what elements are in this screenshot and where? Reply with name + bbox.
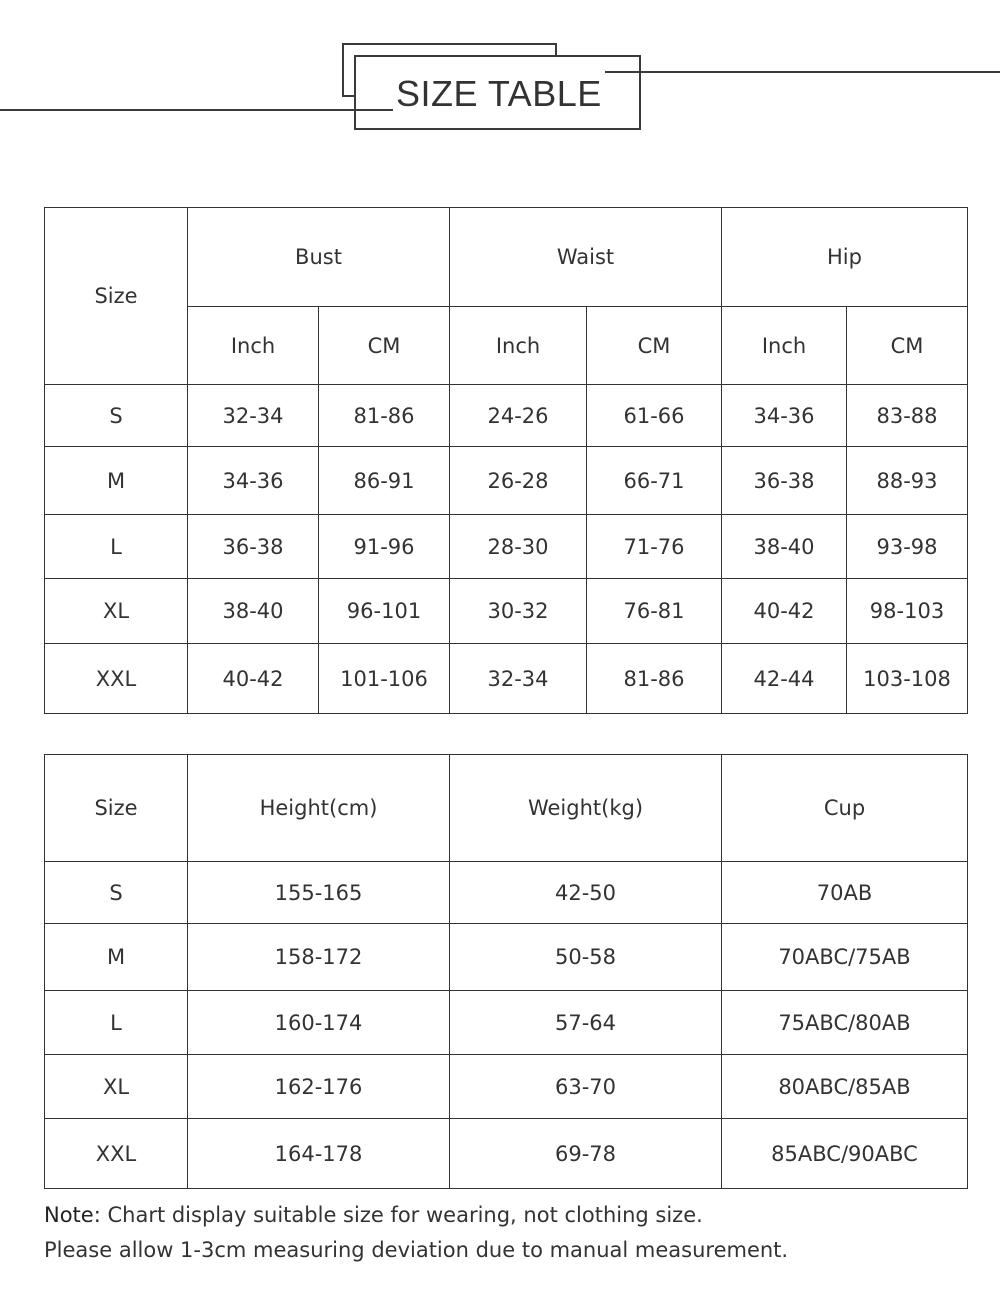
value-cell: 81-86 — [586, 643, 722, 714]
value-cell: 71-76 — [586, 514, 722, 579]
table-row: XXL 164-178 69-78 85ABC/90ABC — [44, 1118, 968, 1189]
value-cell: 91-96 — [318, 514, 450, 579]
size-cell: M — [44, 923, 188, 991]
table-row: L 160-174 57-64 75ABC/80AB — [44, 990, 968, 1055]
value-cell: 103-108 — [846, 643, 968, 714]
value-cell: 34-36 — [187, 446, 319, 515]
size-cell: M — [44, 446, 188, 515]
value-cell: 34-36 — [721, 384, 847, 447]
decor-line-left — [0, 109, 393, 111]
value-cell: 164-178 — [187, 1118, 450, 1189]
table-row: XL 38-40 96-101 30-32 76-81 40-42 98-103 — [44, 578, 968, 644]
decor-line-right — [605, 71, 1000, 73]
value-cell: 32-34 — [449, 643, 587, 714]
unit-header: CM — [846, 306, 968, 385]
column-header: Weight(kg) — [449, 754, 722, 862]
value-cell: 96-101 — [318, 578, 450, 644]
value-cell: 38-40 — [721, 514, 847, 579]
note-text-1: Chart display suitable size for wearing,… — [100, 1203, 703, 1227]
value-cell: 32-34 — [187, 384, 319, 447]
size-cell: L — [44, 514, 188, 579]
value-cell: 26-28 — [449, 446, 587, 515]
table-row: L 36-38 91-96 28-30 71-76 38-40 93-98 — [44, 514, 968, 579]
value-cell: 70AB — [721, 861, 968, 924]
value-cell: 83-88 — [846, 384, 968, 447]
size-cell: XL — [44, 1054, 188, 1119]
unit-header: Inch — [449, 306, 587, 385]
value-cell: 76-81 — [586, 578, 722, 644]
group-header-hip: Hip — [721, 207, 968, 307]
value-cell: 88-93 — [846, 446, 968, 515]
note-line-2: Please allow 1-3cm measuring deviation d… — [44, 1238, 789, 1262]
measurement-table: Size Bust Waist Hip Inch CM Inch CM Inch CM S… — [44, 207, 968, 714]
decor-line — [555, 43, 557, 55]
body-fit-table: Size Height(cm) Weight(kg) Cup S 155-165 42-5… — [44, 754, 968, 1189]
value-cell: 61-66 — [586, 384, 722, 447]
column-header: Cup — [721, 754, 968, 862]
table-row: S 155-165 42-50 70AB — [44, 861, 968, 924]
note-line-1: Note: Chart display suitable size for we… — [44, 1203, 703, 1227]
decor-line — [342, 43, 344, 97]
decor-line — [342, 95, 354, 97]
value-cell: 50-58 — [449, 923, 722, 991]
value-cell: 98-103 — [846, 578, 968, 644]
group-header-bust: Bust — [187, 207, 450, 307]
value-cell: 69-78 — [449, 1118, 722, 1189]
value-cell: 28-30 — [449, 514, 587, 579]
value-cell: 93-98 — [846, 514, 968, 579]
value-cell: 63-70 — [449, 1054, 722, 1119]
size-cell: XXL — [44, 643, 188, 714]
value-cell: 158-172 — [187, 923, 450, 991]
value-cell: 42-44 — [721, 643, 847, 714]
value-cell: 81-86 — [318, 384, 450, 447]
size-cell: S — [44, 384, 188, 447]
value-cell: 101-106 — [318, 643, 450, 714]
value-cell: 40-42 — [721, 578, 847, 644]
note-label: Note: — [44, 1203, 101, 1227]
title-box: SIZE TABLE — [354, 55, 641, 130]
page-title: SIZE TABLE — [394, 73, 604, 115]
table-row: S 32-34 81-86 24-26 61-66 34-36 83-88 — [44, 384, 968, 447]
value-cell: 42-50 — [449, 861, 722, 924]
value-cell: 36-38 — [187, 514, 319, 579]
value-cell: 66-71 — [586, 446, 722, 515]
group-header-waist: Waist — [449, 207, 722, 307]
value-cell: 162-176 — [187, 1054, 450, 1119]
value-cell: 75ABC/80AB — [721, 990, 968, 1055]
value-cell: 38-40 — [187, 578, 319, 644]
table-row: M 34-36 86-91 26-28 66-71 36-38 88-93 — [44, 446, 968, 515]
value-cell: 57-64 — [449, 990, 722, 1055]
size-cell: XL — [44, 578, 188, 644]
table-row: M 158-172 50-58 70ABC/75AB — [44, 923, 968, 991]
value-cell: 155-165 — [187, 861, 450, 924]
size-cell: L — [44, 990, 188, 1055]
value-cell: 70ABC/75AB — [721, 923, 968, 991]
column-header: Height(cm) — [187, 754, 450, 862]
value-cell: 86-91 — [318, 446, 450, 515]
unit-header: Inch — [721, 306, 847, 385]
unit-header: Inch — [187, 306, 319, 385]
value-cell: 24-26 — [449, 384, 587, 447]
size-header: Size — [44, 207, 188, 385]
table-row: XXL 40-42 101-106 32-34 81-86 42-44 103-108 — [44, 643, 968, 714]
unit-header: CM — [586, 306, 722, 385]
value-cell: 36-38 — [721, 446, 847, 515]
column-header: Size — [44, 754, 188, 862]
unit-header: CM — [318, 306, 450, 385]
value-cell: 30-32 — [449, 578, 587, 644]
size-cell: S — [44, 861, 188, 924]
value-cell: 40-42 — [187, 643, 319, 714]
value-cell: 160-174 — [187, 990, 450, 1055]
value-cell: 85ABC/90ABC — [721, 1118, 968, 1189]
decor-line — [342, 43, 557, 45]
size-cell: XXL — [44, 1118, 188, 1189]
value-cell: 80ABC/85AB — [721, 1054, 968, 1119]
table-row: XL 162-176 63-70 80ABC/85AB — [44, 1054, 968, 1119]
